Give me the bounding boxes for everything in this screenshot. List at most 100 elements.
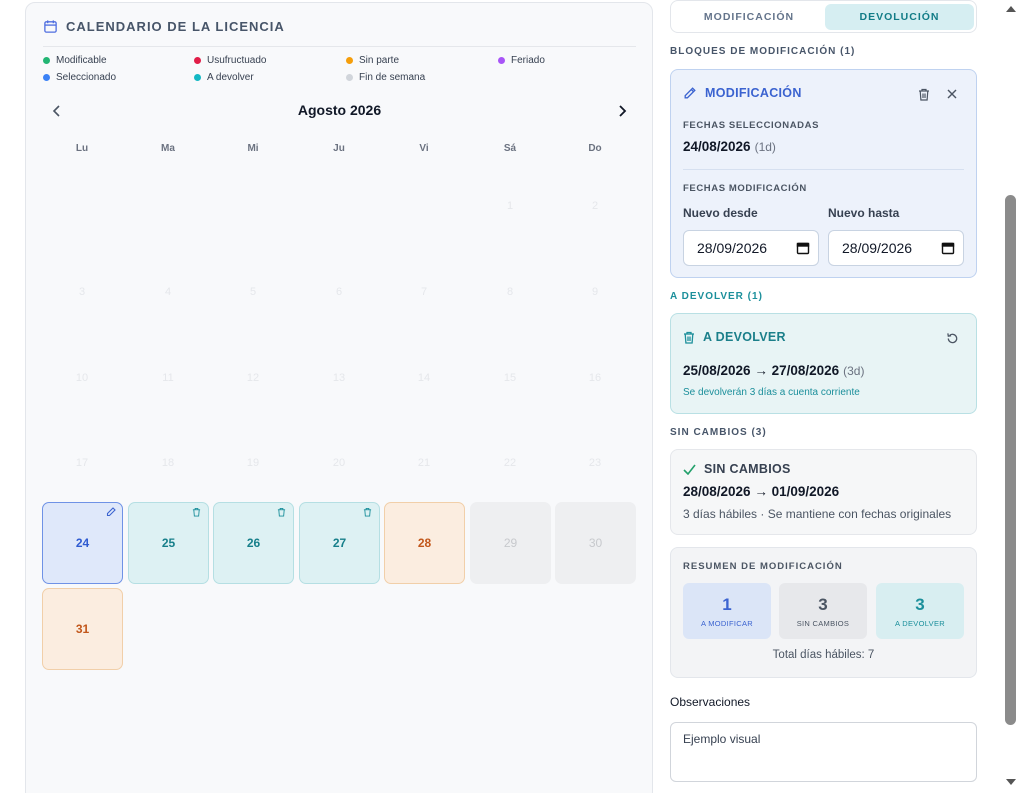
prev-month-button[interactable] bbox=[47, 101, 67, 121]
devolver-range: 25/08/2026 → 27/08/2026 (3d) bbox=[683, 363, 864, 378]
selected-dates-count: (1d) bbox=[754, 140, 776, 154]
calendar-day-dev[interactable]: 26 bbox=[213, 502, 294, 584]
calendar-header: CALENDARIO DE LA LICENCIA bbox=[43, 17, 285, 35]
legend-dot bbox=[498, 57, 505, 64]
selected-dates-value: 24/08/2026 (1d) bbox=[683, 139, 776, 154]
undo-devolver-button[interactable] bbox=[944, 330, 960, 346]
calendar-picker-icon[interactable] bbox=[941, 241, 955, 255]
legend-item-a-devolver: A devolver bbox=[194, 72, 254, 83]
tab-devolucion[interactable]: DEVOLUCIÓN bbox=[825, 4, 974, 30]
undo-icon bbox=[946, 332, 957, 343]
scrollbar-thumb[interactable] bbox=[1005, 195, 1016, 725]
devolver-card-title: A DEVOLVER bbox=[703, 330, 786, 344]
legend-dot bbox=[194, 57, 201, 64]
stat-sin-cambios: 3 SIN CAMBIOS bbox=[779, 583, 867, 639]
legend-item-usufructuado: Usufructuado bbox=[194, 55, 266, 66]
weekday-header: Ma bbox=[161, 143, 175, 154]
observaciones-textarea[interactable]: Ejemplo visual bbox=[670, 722, 977, 782]
calendar-day-disabled: 10 bbox=[75, 372, 89, 384]
nuevo-desde-input[interactable]: 28/09/2026 bbox=[683, 230, 819, 266]
weekday-header: Sá bbox=[503, 143, 517, 154]
legend-label: Modificable bbox=[56, 55, 107, 66]
mode-tabs: MODIFICACIÓN DEVOLUCIÓN bbox=[670, 0, 977, 33]
day-number: 29 bbox=[503, 536, 518, 550]
modification-dates-label: FECHAS MODIFICACIÓN bbox=[683, 183, 807, 194]
calendar-day-disabled: 16 bbox=[588, 372, 602, 384]
sin-cambios-card-title: SIN CAMBIOS bbox=[704, 462, 791, 476]
sin-cambios-range: 28/08/2026 → 01/09/2026 bbox=[683, 484, 840, 499]
stat-a-modificar: 1 A MODIFICAR bbox=[683, 583, 771, 639]
calendar-picker-icon[interactable] bbox=[796, 241, 810, 255]
trash-icon bbox=[192, 506, 202, 517]
legend-item-seleccionado: Seleccionado bbox=[43, 72, 116, 83]
resumen-title: RESUMEN DE MODIFICACIÓN bbox=[683, 561, 843, 572]
calendar-day-disabled: 3 bbox=[78, 286, 86, 298]
legend-dot bbox=[346, 57, 353, 64]
selected-dates-range: 24/08/2026 bbox=[683, 139, 751, 154]
calendar-day-sinparte[interactable]: 31 bbox=[42, 588, 123, 670]
legend-dot bbox=[43, 74, 50, 81]
devolver-range-value: 25/08/2026 → 27/08/2026 bbox=[683, 363, 840, 378]
calendar-day-disabled: 2 bbox=[591, 200, 599, 212]
day-number: 25 bbox=[161, 536, 176, 550]
calendar-day-disabled: 18 bbox=[161, 457, 175, 469]
legend-item-sin-parte: Sin parte bbox=[346, 55, 399, 66]
devolver-card-header: A DEVOLVER bbox=[683, 330, 786, 344]
devolver-section-label: A DEVOLVER (1) bbox=[670, 291, 763, 302]
divider bbox=[43, 46, 636, 47]
stat-value: 1 bbox=[722, 595, 732, 614]
calendar-day-sinparte[interactable]: 28 bbox=[384, 502, 465, 584]
stat-value: 3 bbox=[818, 595, 828, 614]
stat-label: A MODIFICAR bbox=[700, 619, 754, 628]
trash-icon bbox=[363, 506, 373, 517]
scroll-down-arrow-icon[interactable] bbox=[1005, 777, 1017, 787]
delete-block-button[interactable] bbox=[916, 86, 932, 102]
observaciones-label: Observaciones bbox=[670, 695, 751, 709]
modification-card-title: MODIFICACIÓN bbox=[705, 86, 802, 100]
calendar-day-disabled: 17 bbox=[75, 457, 89, 469]
calendar-day-sel[interactable]: 24 bbox=[42, 502, 123, 584]
stat-a-devolver: 3 A DEVOLVER bbox=[876, 583, 964, 639]
devolver-block-card: A DEVOLVER 25/08/2026 → 27/08/2026 (3d) S… bbox=[670, 313, 977, 414]
nuevo-desde-value: 28/09/2026 bbox=[697, 240, 768, 256]
legend-label: A devolver bbox=[207, 72, 254, 83]
modification-card-header: MODIFICACIÓN bbox=[683, 86, 802, 100]
close-icon bbox=[947, 89, 957, 99]
close-block-button[interactable] bbox=[944, 86, 960, 102]
legend-label: Usufructuado bbox=[207, 55, 267, 66]
divider bbox=[683, 169, 964, 170]
legend-item-feriado: Feriado bbox=[498, 55, 545, 66]
sin-cambios-note: 3 días hábiles · Se mantiene con fechas … bbox=[683, 507, 952, 521]
resumen-total: Total días hábiles: 7 bbox=[772, 649, 875, 661]
legend-dot bbox=[43, 57, 50, 64]
day-number: 24 bbox=[75, 536, 90, 550]
nuevo-hasta-value: 28/09/2026 bbox=[842, 240, 913, 256]
legend-label: Seleccionado bbox=[56, 72, 117, 83]
legend-item-fin-de-semana: Fin de semana bbox=[346, 72, 425, 83]
calendar-day-disabled: 22 bbox=[503, 457, 517, 469]
nuevo-hasta-input[interactable]: 28/09/2026 bbox=[828, 230, 964, 266]
calendar-panel: CALENDARIO DE LA LICENCIA Modificable Us… bbox=[25, 2, 653, 793]
day-number: 30 bbox=[588, 536, 603, 550]
calendar-day-disabled: 9 bbox=[591, 286, 599, 298]
scroll-up-arrow-icon[interactable] bbox=[1005, 4, 1017, 14]
devolver-note: Se devolverán 3 días a cuenta corriente bbox=[683, 387, 860, 398]
chevron-left-icon bbox=[52, 105, 60, 117]
next-month-button[interactable] bbox=[612, 101, 632, 121]
tab-modificacion[interactable]: MODIFICACIÓN bbox=[703, 11, 795, 23]
calendar-day-dev[interactable]: 25 bbox=[128, 502, 209, 584]
calendar-day-disabled: 13 bbox=[332, 372, 346, 384]
calendar-day-disabled: 20 bbox=[332, 457, 346, 469]
nuevo-desde-label: Nuevo desde bbox=[683, 206, 758, 220]
calendar-day-disabled: 21 bbox=[417, 457, 431, 469]
pencil-icon bbox=[684, 87, 696, 99]
calendar-day-disabled: 14 bbox=[417, 372, 431, 384]
trash-icon bbox=[919, 88, 929, 101]
stat-label: SIN CAMBIOS bbox=[796, 619, 850, 628]
calendar-day-disabled: 6 bbox=[335, 286, 343, 298]
legend-item-modificable: Modificable bbox=[43, 55, 107, 66]
day-number: 31 bbox=[75, 622, 90, 636]
sin-cambios-card-header: SIN CAMBIOS bbox=[683, 462, 791, 476]
pencil-icon bbox=[106, 506, 116, 517]
calendar-day-dev[interactable]: 27 bbox=[299, 502, 380, 584]
